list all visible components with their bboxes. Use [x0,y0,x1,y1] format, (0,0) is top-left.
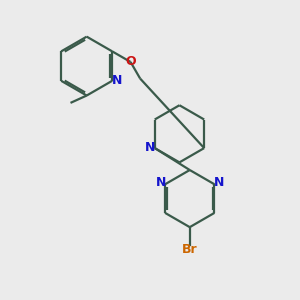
Text: Br: Br [182,243,198,256]
Text: N: N [155,176,166,189]
Text: N: N [111,74,122,87]
Text: N: N [214,176,224,189]
Text: O: O [125,56,136,68]
Text: N: N [145,141,155,154]
